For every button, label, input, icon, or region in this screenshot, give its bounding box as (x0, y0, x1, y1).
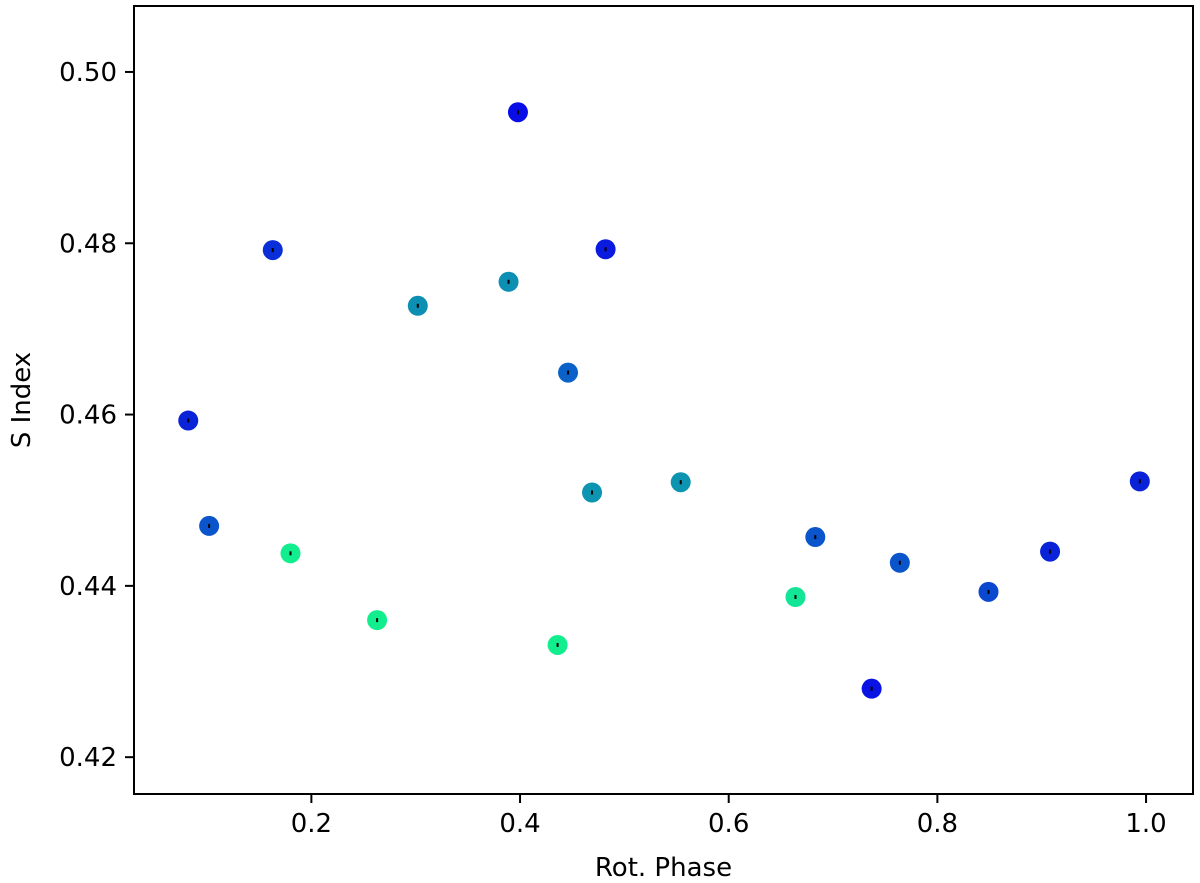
data-point (805, 527, 826, 548)
y-tick-label: 0.46 (59, 401, 117, 431)
data-point (861, 678, 882, 699)
data-point (978, 581, 999, 602)
data-point (595, 239, 616, 260)
data-point (889, 552, 910, 573)
data-point (407, 295, 428, 316)
y-tick-label: 0.50 (59, 58, 117, 88)
data-point (178, 410, 199, 431)
data-point (262, 240, 283, 261)
x-tick-label: 0.4 (499, 809, 540, 839)
data-point (1129, 471, 1150, 492)
data-point (1040, 541, 1061, 562)
y-tick-label: 0.42 (59, 743, 117, 773)
data-point (558, 362, 579, 383)
points-layer (178, 102, 1150, 699)
y-tick-label: 0.48 (59, 229, 117, 259)
y-axis-label: S Index (7, 352, 37, 448)
data-point (785, 587, 806, 607)
x-tick-label: 0.2 (291, 809, 332, 839)
data-point (582, 482, 603, 503)
data-point (507, 102, 528, 123)
plot-frame (133, 5, 1194, 795)
y-tick-label: 0.44 (59, 572, 117, 602)
x-axis-label: Rot. Phase (595, 853, 732, 883)
data-point (280, 543, 301, 564)
x-tick-label: 1.0 (1125, 809, 1166, 839)
data-point (547, 634, 568, 655)
x-tick-label: 0.6 (708, 809, 749, 839)
data-point (670, 472, 691, 493)
data-point (199, 515, 220, 536)
y-axis: 0.42 0.44 0.46 0.48 0.50 (59, 58, 134, 773)
data-point (498, 271, 519, 292)
x-axis: 0.2 0.4 0.6 0.8 1.0 (291, 794, 1167, 839)
data-point (367, 610, 388, 631)
x-tick-label: 0.8 (917, 809, 958, 839)
